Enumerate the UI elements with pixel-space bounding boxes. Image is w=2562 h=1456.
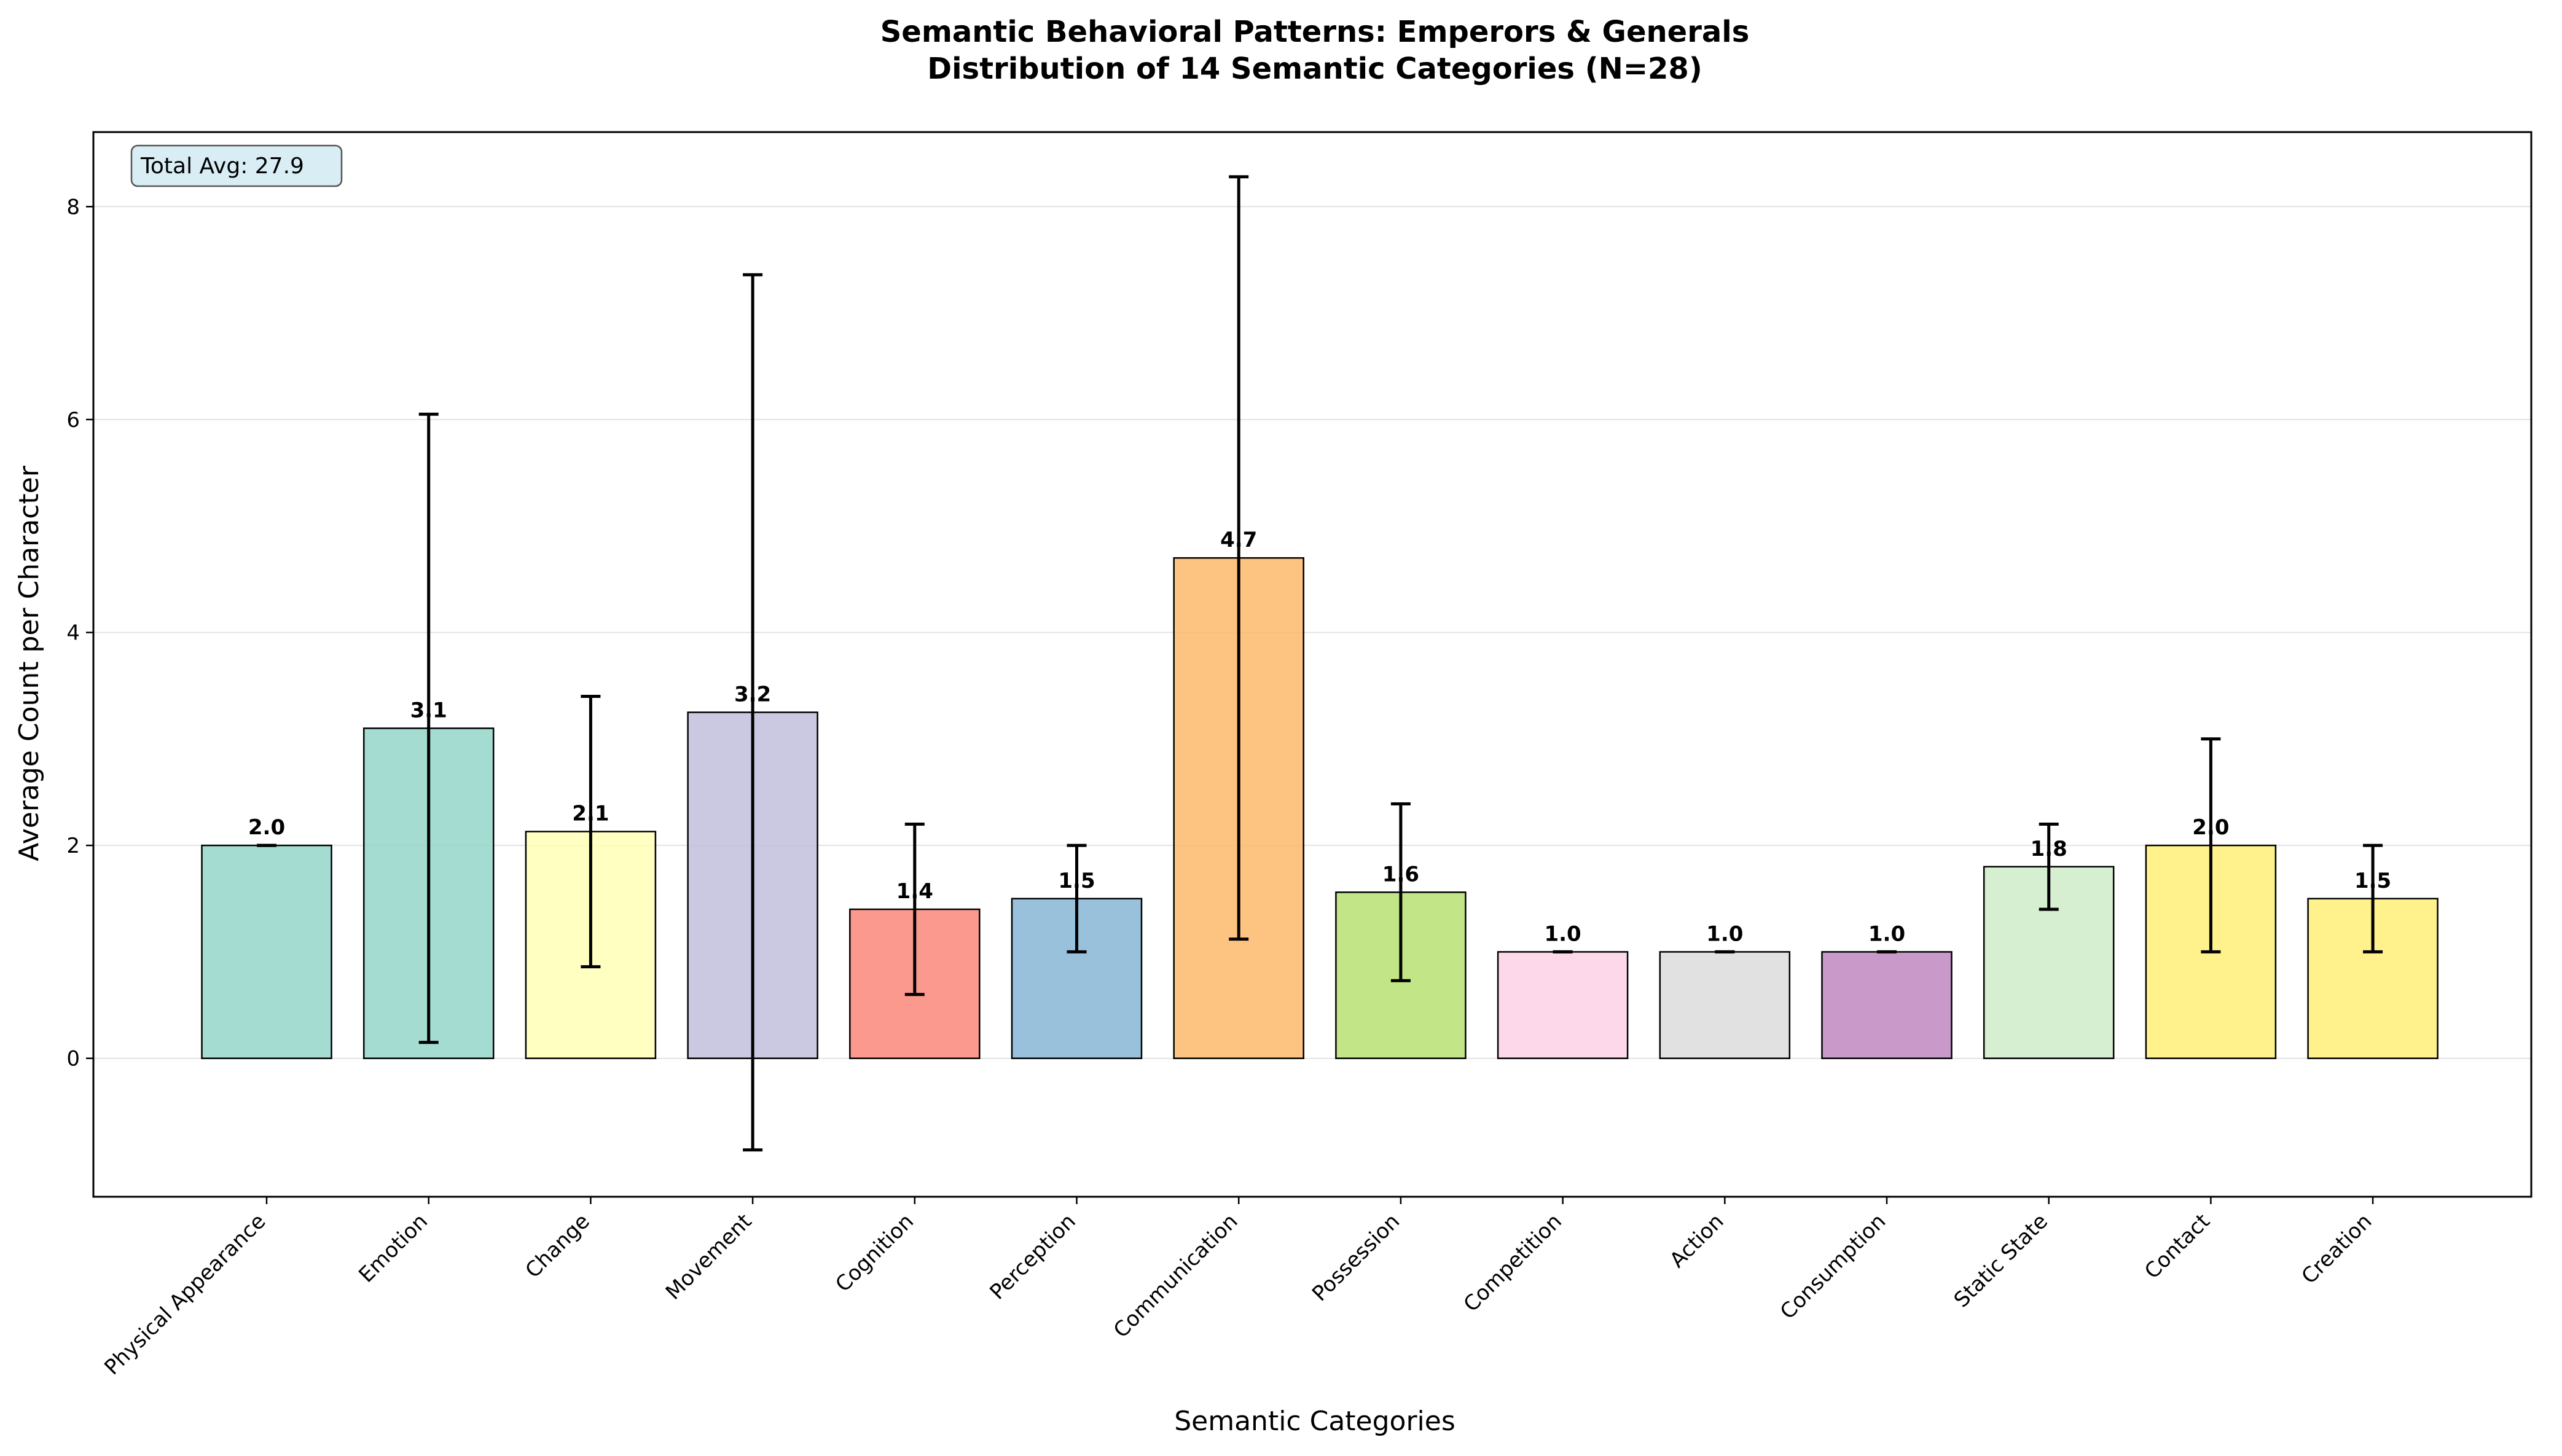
value-label-12: 2.0 <box>2192 815 2229 840</box>
x-tick-label-2: Change <box>520 1209 594 1283</box>
value-label-5: 1.5 <box>1058 869 1095 893</box>
y-tick-label-0: 0 <box>66 1047 80 1071</box>
x-axis-ticks: Physical Appearance Emotion Change Movement… <box>100 1197 2376 1380</box>
y-axis-ticks: 0 2 4 6 8 <box>66 195 93 1071</box>
y-axis-label: Average Count per Character <box>14 465 45 861</box>
value-label-6: 4.7 <box>1220 528 1257 552</box>
x-tick-label-0: Physical Appearance <box>100 1209 270 1380</box>
value-label-3: 3.2 <box>734 682 771 706</box>
y-tick-label-6: 6 <box>66 408 80 432</box>
bar-0 <box>201 844 332 1059</box>
x-tick-label-3: Movement <box>661 1209 757 1305</box>
bar-8 <box>1497 951 1629 1059</box>
value-label-7: 1.6 <box>1382 862 1419 887</box>
value-label-11: 1.8 <box>2031 837 2067 861</box>
x-tick-label-6: Communication <box>1109 1209 1243 1343</box>
total-avg-note: Total Avg: 27.9 <box>130 144 343 187</box>
x-tick-label-7: Possession <box>1307 1209 1404 1306</box>
x-tick-label-13: Creation <box>2297 1209 2376 1289</box>
value-label-13: 1.5 <box>2354 869 2391 893</box>
x-tick-label-8: Competition <box>1459 1209 1567 1317</box>
value-label-8: 1.0 <box>1544 922 1581 946</box>
x-tick-label-10: Consumption <box>1776 1209 1891 1325</box>
value-labels: 2.0 3.1 2.1 3.2 1.4 1.5 4.7 1.6 1.0 1.0 1.0 1.8 2.0 1… <box>248 528 2391 946</box>
gridlines <box>93 206 2531 1059</box>
x-tick-label-5: Perception <box>985 1209 1080 1304</box>
plot-frame <box>92 131 2533 1198</box>
y-tick-label-8: 8 <box>66 195 80 219</box>
x-tick-label-4: Cognition <box>831 1209 919 1297</box>
y-tick-label-2: 2 <box>66 834 80 858</box>
error-bars <box>257 175 2383 1152</box>
x-tick-label-1: Emotion <box>354 1209 433 1288</box>
x-axis-label: Semantic Categories <box>1174 1406 1455 1437</box>
x-tick-label-9: Action <box>1665 1209 1729 1273</box>
chart-subtitle: Distribution of 14 Semantic Categories (… <box>927 52 1702 86</box>
y-tick-label-4: 4 <box>66 621 80 646</box>
total-avg-text: Total Avg: 27.9 <box>140 154 304 179</box>
value-label-10: 1.0 <box>1868 922 1905 946</box>
value-label-0: 2.0 <box>248 815 285 840</box>
bar-9 <box>1659 951 1791 1059</box>
value-label-2: 2.1 <box>572 802 609 826</box>
bar-10 <box>1821 951 1953 1059</box>
value-label-9: 1.0 <box>1706 922 1743 946</box>
value-label-1: 3.1 <box>410 698 447 722</box>
value-label-4: 1.4 <box>896 879 933 904</box>
x-tick-label-12: Contact <box>2140 1209 2215 1284</box>
x-tick-label-11: Static State <box>1949 1209 2053 1312</box>
chart-title: Semantic Behavioral Patterns: Emperors &… <box>880 15 1750 49</box>
